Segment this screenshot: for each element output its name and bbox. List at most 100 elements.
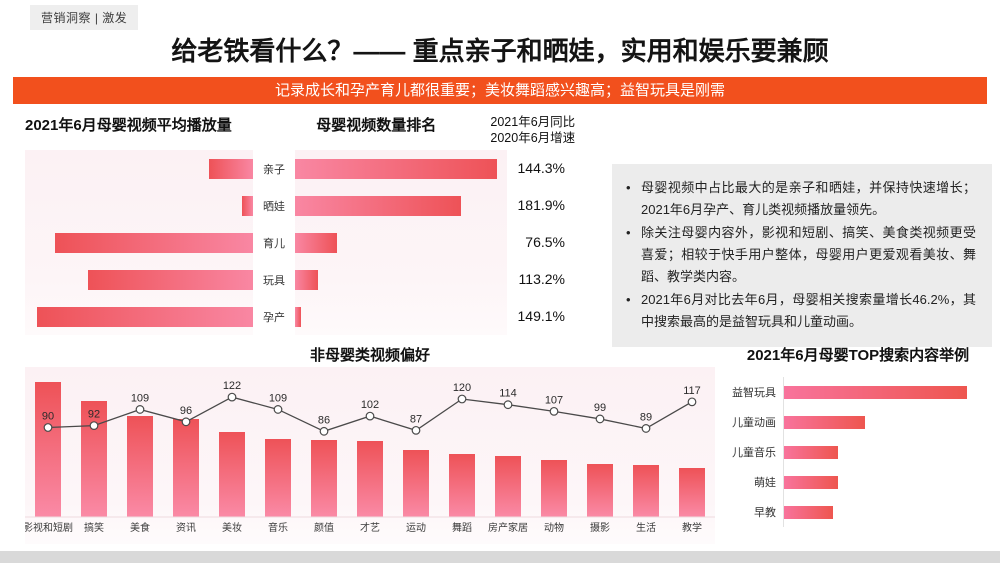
search-bar bbox=[784, 415, 865, 429]
value-label: 92 bbox=[88, 409, 100, 421]
category-label: 生活 bbox=[636, 521, 656, 534]
data-point bbox=[319, 426, 329, 436]
category-label: 动物 bbox=[544, 521, 564, 534]
note-bullet: 2021年6月对比去年6月，母婴相关搜索量增长46.2%，其中搜索最高的是益智玩… bbox=[624, 289, 976, 334]
video-count-chart-title: 母婴视频数量排名 bbox=[316, 117, 437, 134]
category-label: 孕产 bbox=[253, 298, 295, 335]
category-label: 搞笑 bbox=[84, 521, 104, 534]
search-bar bbox=[784, 505, 833, 519]
play-volume-bar bbox=[88, 269, 253, 290]
value-label: 90 bbox=[42, 411, 54, 423]
category-label: 房产家居 bbox=[488, 521, 528, 534]
value-label: 109 bbox=[131, 392, 149, 404]
data-point bbox=[273, 405, 283, 414]
growth-column-header: 2021年6月同比 2020年6月增速 bbox=[488, 114, 605, 147]
video-count-bar-zone bbox=[295, 187, 507, 224]
bar bbox=[587, 464, 613, 517]
growth-value: 181.9% bbox=[517, 197, 565, 213]
category-label: 育儿 bbox=[253, 224, 295, 261]
bar bbox=[633, 465, 659, 517]
play-volume-bar-zone bbox=[25, 187, 253, 224]
data-point bbox=[89, 421, 99, 430]
bar bbox=[35, 382, 61, 517]
value-label: 102 bbox=[361, 399, 379, 411]
bar bbox=[541, 460, 567, 517]
category-label: 教学 bbox=[682, 521, 702, 534]
category-label: 晒娃 bbox=[253, 187, 295, 224]
butterfly-row: 育儿 bbox=[25, 224, 507, 261]
data-point bbox=[365, 411, 375, 421]
play-volume-bar-zone bbox=[25, 298, 253, 335]
data-point bbox=[687, 397, 697, 407]
category-label: 资讯 bbox=[176, 522, 196, 534]
data-point bbox=[411, 425, 421, 435]
value-label: 120 bbox=[453, 382, 471, 394]
bar-zone bbox=[783, 407, 994, 437]
preference-chart-svg: 90 92 109 96 122 109 86 102 87 120 114 107 99 89 117 影视… bbox=[23, 380, 715, 534]
category-label: 儿童音乐 bbox=[732, 447, 776, 459]
growth-header-line2: 2020年6月增速 bbox=[490, 131, 576, 146]
growth-value: 144.3% bbox=[517, 160, 565, 176]
video-count-bar-zone bbox=[295, 298, 507, 335]
category-label: 早教 bbox=[754, 507, 776, 519]
bar bbox=[219, 432, 245, 517]
insights-panel: 母婴视频中占比最大的是亲子和晒娃，并保持快速增长；2021年6月孕产、育儿类视频… bbox=[612, 164, 992, 347]
bar bbox=[265, 439, 291, 517]
bar bbox=[173, 419, 199, 517]
video-count-bar bbox=[295, 158, 497, 179]
note-bullet: 母婴视频中占比最大的是亲子和晒娃，并保持快速增长；2021年6月孕产、育儿类视频… bbox=[624, 177, 976, 222]
category-label: 儿童动画 bbox=[732, 417, 776, 429]
bar-zone bbox=[783, 467, 994, 497]
search-bar bbox=[784, 475, 838, 489]
data-point bbox=[595, 414, 605, 424]
bar bbox=[357, 441, 383, 517]
insights-list: 母婴视频中占比最大的是亲子和晒娃，并保持快速增长；2021年6月孕产、育儿类视频… bbox=[624, 177, 976, 334]
play-volume-bar-zone bbox=[25, 150, 253, 187]
preference-chart-block: 非母婴类视频偏好 90 92 109 96 122 109 86 102 87 120 114 107… bbox=[23, 344, 715, 544]
preference-chart-title: 非母婴类视频偏好 bbox=[309, 347, 430, 364]
bar-zone bbox=[783, 437, 994, 467]
top-search-row: 儿童动画 bbox=[722, 407, 994, 437]
bar-zone bbox=[783, 497, 994, 527]
top-search-row: 儿童音乐 bbox=[722, 437, 994, 467]
butterfly-chart-block: 2021年6月母婴视频平均播放量 母婴视频数量排名 2021年6月同比 2020… bbox=[25, 114, 605, 335]
data-point bbox=[549, 406, 559, 416]
note-bullet: 除关注母婴内容外，影视和短剧、搞笑、美食类视频更受喜爱；相较于快手用户整体，母婴… bbox=[624, 222, 976, 289]
category-label: 音乐 bbox=[268, 521, 288, 534]
play-volume-bar bbox=[209, 158, 253, 179]
category-label: 美食 bbox=[130, 521, 150, 534]
top-search-rows: 益智玩具儿童动画儿童音乐萌娃早教 bbox=[722, 377, 994, 527]
value-label: 117 bbox=[683, 385, 701, 397]
summary-banner: 记录成长和孕产育儿都很重要；美妆舞蹈感兴趣高；益智玩具是刚需 bbox=[13, 77, 987, 104]
bar bbox=[495, 456, 521, 517]
play-volume-bar-zone bbox=[25, 224, 253, 261]
data-point bbox=[227, 392, 237, 402]
value-label: 96 bbox=[180, 405, 192, 417]
bar bbox=[403, 450, 429, 517]
growth-value: 149.1% bbox=[517, 308, 565, 324]
category-label: 运动 bbox=[406, 522, 426, 534]
play-volume-bar bbox=[242, 195, 253, 216]
play-volume-bar bbox=[37, 306, 253, 327]
bar-zone bbox=[783, 377, 994, 407]
play-volume-bar bbox=[55, 232, 253, 253]
category-label: 舞蹈 bbox=[452, 522, 472, 534]
growth-header-line1: 2021年6月同比 bbox=[490, 115, 576, 129]
category-label: 才艺 bbox=[360, 521, 380, 534]
growth-column: 144.3% 181.9% 76.5% 113.2% 149.1% bbox=[507, 150, 605, 335]
video-count-bar-zone bbox=[295, 261, 507, 298]
category-label: 颜值 bbox=[314, 521, 334, 534]
video-count-bar bbox=[295, 269, 318, 290]
category-label: 亲子 bbox=[253, 150, 295, 187]
top-search-row: 早教 bbox=[722, 497, 994, 527]
top-search-row: 萌娃 bbox=[722, 467, 994, 497]
value-label: 99 bbox=[594, 402, 606, 414]
search-bar bbox=[784, 385, 967, 399]
data-point bbox=[135, 405, 145, 414]
video-count-bar bbox=[295, 232, 337, 253]
category-label: 玩具 bbox=[253, 261, 295, 298]
bar bbox=[679, 468, 705, 517]
data-point bbox=[457, 394, 467, 404]
video-count-bar-zone bbox=[295, 150, 507, 187]
top-search-row: 益智玩具 bbox=[722, 377, 994, 407]
